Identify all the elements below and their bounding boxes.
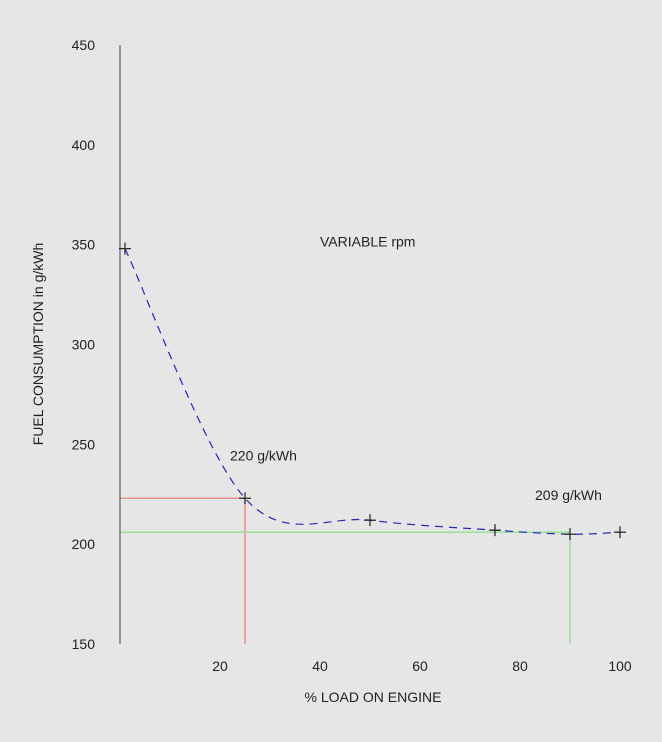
data-point-marker xyxy=(239,492,251,505)
annotations: VARIABLE rpm 220 g/kWh 209 g/kWh xyxy=(230,234,602,504)
y-tick-label: 400 xyxy=(72,137,96,153)
y-tick-labels: 150 200 250 300 350 400 450 xyxy=(72,37,96,652)
data-point-marker xyxy=(564,528,576,541)
x-tick-label: 40 xyxy=(312,658,328,674)
data-point-marker xyxy=(119,242,131,255)
x-tick-label: 20 xyxy=(212,658,228,674)
x-tick-labels: 20 40 60 80 100 xyxy=(212,658,632,674)
data-point-marker xyxy=(614,526,626,539)
y-tick-label: 350 xyxy=(72,237,96,253)
data-point-marker xyxy=(489,524,501,537)
annotation-label: 209 g/kWh xyxy=(535,487,602,503)
data-point-marker xyxy=(364,514,376,527)
x-axis-label: % LOAD ON ENGINE xyxy=(305,689,442,705)
y-tick-label: 450 xyxy=(72,37,96,53)
y-tick-label: 300 xyxy=(72,337,96,353)
y-tick-label: 250 xyxy=(72,436,96,452)
data-point-markers xyxy=(119,242,626,541)
y-axis-label: FUEL CONSUMPTION in g/kWh xyxy=(30,243,46,446)
x-tick-label: 80 xyxy=(512,658,528,674)
y-tick-label: 200 xyxy=(72,536,96,552)
annotation-label: VARIABLE rpm xyxy=(320,234,415,250)
y-tick-label: 150 xyxy=(72,636,96,652)
annotation-label: 220 g/kWh xyxy=(230,447,297,463)
x-tick-label: 100 xyxy=(608,658,632,674)
x-tick-label: 60 xyxy=(412,658,428,674)
